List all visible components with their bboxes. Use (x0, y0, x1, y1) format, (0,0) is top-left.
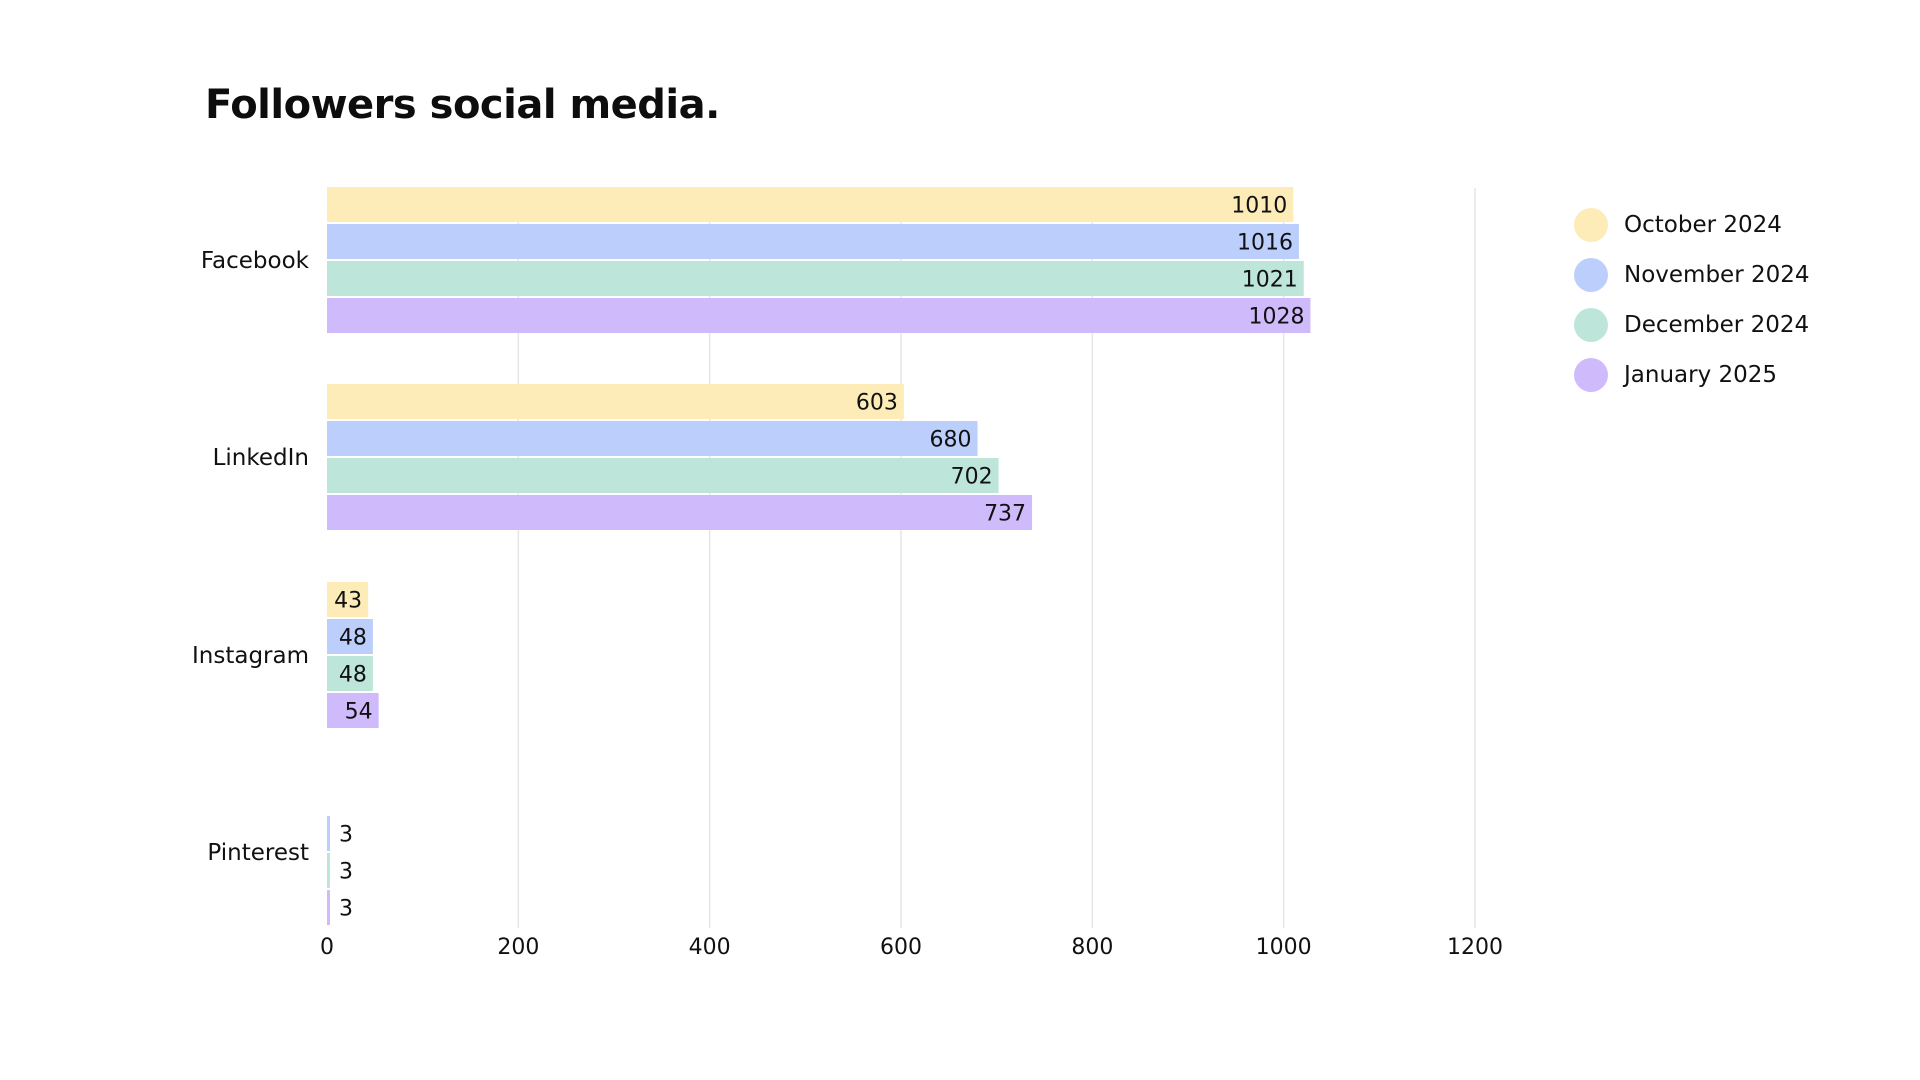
bar-value-label: 680 (930, 428, 972, 453)
category-label: LinkedIn (213, 445, 309, 471)
x-tick-label: 1000 (1256, 935, 1312, 960)
bar-value-label: 603 (856, 391, 898, 416)
data-labels: 1010 1016 1021 1028 603 680 702 737 43 48 48 54 3 3 3 (334, 194, 1304, 922)
legend-swatch (1574, 258, 1608, 292)
legend-item: November 2024 (1574, 258, 1810, 292)
bar-value-label: 702 (951, 465, 993, 490)
x-tick-label: 200 (497, 935, 539, 960)
bar-value-label: 1021 (1242, 268, 1298, 293)
x-tick-label: 1200 (1447, 935, 1503, 960)
bar (327, 421, 978, 456)
bar-value-label: 1016 (1237, 231, 1293, 256)
bar (327, 261, 1304, 296)
category-labels: Facebook LinkedIn Instagram Pinterest (192, 248, 310, 866)
legend-label: November 2024 (1624, 262, 1810, 288)
legend-item: October 2024 (1574, 208, 1810, 242)
legend-label: October 2024 (1624, 212, 1782, 238)
bar-value-label: 3 (339, 897, 353, 922)
x-tick-label: 400 (689, 935, 731, 960)
bar (327, 384, 904, 419)
bar (327, 816, 330, 851)
category-label: Instagram (192, 643, 309, 669)
bar (327, 693, 379, 728)
legend-swatch (1574, 358, 1608, 392)
bar (327, 656, 373, 691)
legend: October 2024 November 2024 December 2024 Ja… (1574, 208, 1810, 408)
bar-value-label: 737 (984, 502, 1026, 527)
legend-item: January 2025 (1574, 358, 1810, 392)
x-axis-ticks: 0 200 400 600 800 1000 1200 (320, 935, 1503, 960)
legend-swatch (1574, 308, 1608, 342)
x-tick-label: 800 (1071, 935, 1113, 960)
category-label: Pinterest (207, 840, 309, 866)
bar (327, 458, 999, 493)
bar-value-label: 3 (339, 860, 353, 885)
bar (327, 619, 373, 654)
x-tick-label: 0 (320, 935, 334, 960)
bars (327, 187, 1311, 925)
bar-value-label: 48 (339, 663, 367, 688)
bar-value-label: 54 (345, 700, 373, 725)
category-label: Facebook (201, 248, 310, 274)
bar (327, 890, 330, 925)
bar-value-label: 48 (339, 626, 367, 651)
legend-label: January 2025 (1624, 362, 1778, 388)
bar-value-label: 1010 (1231, 194, 1287, 219)
bar-value-label: 43 (334, 589, 362, 614)
bar-value-label: 3 (339, 823, 353, 848)
bar (327, 853, 330, 888)
bar (327, 582, 369, 617)
bar (327, 187, 1294, 222)
legend-label: December 2024 (1624, 312, 1810, 338)
bar (327, 298, 1311, 333)
bar (327, 224, 1299, 259)
bar-value-label: 1028 (1248, 305, 1304, 330)
chart-title: Followers social media. (205, 82, 720, 128)
legend-swatch (1574, 208, 1608, 242)
legend-item: December 2024 (1574, 308, 1810, 342)
bar (327, 495, 1033, 530)
x-tick-label: 600 (880, 935, 922, 960)
